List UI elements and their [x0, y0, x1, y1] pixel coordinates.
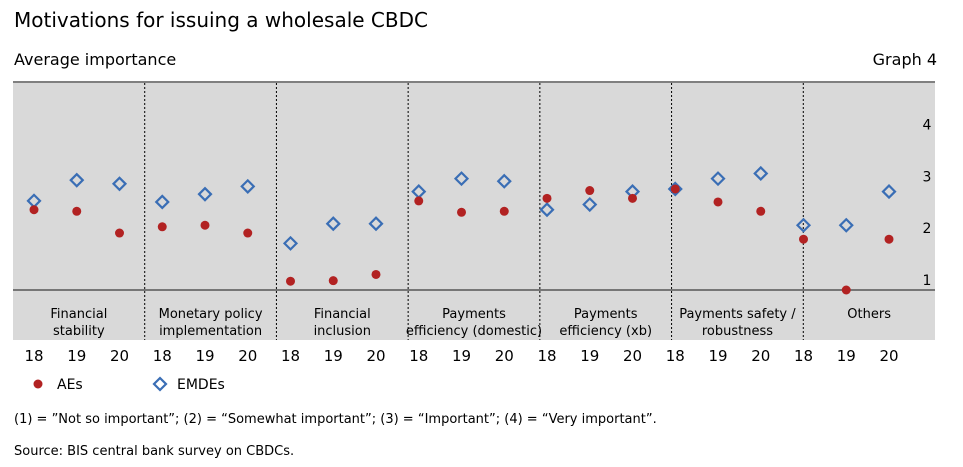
ae-point: [457, 207, 466, 217]
ae-point: [414, 196, 424, 206]
x-tick-label: 19: [195, 347, 214, 365]
ae-point: [243, 228, 253, 238]
ae-point: [884, 234, 894, 244]
category-label: inclusion: [314, 324, 371, 339]
emde-point: [496, 173, 512, 189]
ae-point: [371, 269, 381, 279]
ae-point: [200, 220, 210, 230]
ae-point: [542, 193, 552, 203]
scatter-chart: 1 2 3 4 Financial stability Monetary policy im…: [13, 81, 935, 393]
x-tick-label: 20: [110, 347, 129, 365]
emde-point: [453, 171, 470, 187]
x-tick-label: 18: [794, 347, 813, 365]
x-tick-label: 18: [24, 347, 43, 365]
category-label: Others: [847, 307, 891, 322]
emde-point: [795, 217, 812, 233]
x-tick-label: 19: [67, 347, 86, 365]
ae-point: [841, 285, 851, 295]
ae-point: [756, 206, 766, 216]
emde-point: [753, 165, 769, 182]
ae-point: [72, 206, 82, 216]
x-tick-label: 19: [324, 347, 343, 365]
legend-ae-marker: [33, 379, 43, 389]
category-label: Financial: [314, 307, 371, 322]
category-label: Payments: [574, 307, 638, 322]
x-tick-label: 18: [537, 347, 556, 365]
ae-point: [799, 234, 808, 244]
emde-point: [69, 172, 85, 188]
ae-point: [670, 184, 680, 194]
emde-point: [197, 186, 213, 202]
x-tick-labels: 18 19 20 18 19 20 18 19 20 18 19 20 18 19 20 18 19 20 18 19…: [24, 347, 898, 365]
category-label: stability: [53, 324, 105, 339]
footnote: (1) = ”Not so important”; (2) = “Somewha…: [14, 412, 657, 427]
y-tick-labels: 1 2 3 4: [923, 118, 932, 289]
emde-point: [111, 176, 128, 192]
ae-point: [628, 193, 637, 203]
plot-background: [13, 83, 935, 340]
ae-point: [499, 206, 509, 216]
category-label: efficiency (xb): [559, 324, 652, 339]
chart-subtitle: Average importance: [14, 50, 177, 69]
x-tick-label: 20: [879, 347, 898, 365]
y-tick-label: 3: [923, 169, 932, 185]
x-tick-label: 20: [366, 347, 385, 365]
category-label: Payments: [442, 307, 506, 322]
category-label: Payments safety /: [679, 307, 796, 322]
emde-point: [154, 194, 170, 210]
legend-emde-label: EMDEs: [177, 377, 225, 393]
legend-ae-label: AEs: [57, 377, 83, 393]
emde-point: [282, 235, 299, 251]
emde-point: [240, 178, 256, 194]
category-label: Financial: [50, 307, 107, 322]
emde-point: [582, 196, 598, 213]
emde-point: [325, 216, 341, 232]
emde-point: [838, 217, 854, 233]
x-tick-label: 18: [153, 347, 172, 365]
ae-point: [713, 197, 723, 207]
x-tick-label: 19: [452, 347, 471, 365]
emde-point: [710, 171, 726, 187]
x-tick-label: 18: [409, 347, 428, 365]
category-labels: Financial stability Monetary policy impleme…: [50, 307, 891, 339]
x-tick-label: 19: [580, 347, 599, 365]
category-label: Monetary policy: [159, 307, 263, 322]
x-tick-label: 20: [495, 347, 514, 365]
emde-point: [539, 202, 555, 218]
category-label: implementation: [159, 324, 262, 339]
ae-point: [328, 276, 338, 286]
ae-point: [286, 276, 295, 286]
y-tick-label: 2: [923, 221, 932, 237]
ae-point: [115, 228, 124, 238]
ae-point: [585, 186, 595, 196]
x-tick-label: 20: [238, 347, 257, 365]
x-tick-label: 20: [623, 347, 642, 365]
group-separators: [144, 83, 804, 340]
x-tick-label: 19: [837, 347, 856, 365]
legend: AEs EMDEs: [33, 376, 225, 393]
ae-point: [29, 205, 39, 215]
y-tick-label: 1: [923, 273, 932, 289]
x-tick-label: 20: [751, 347, 770, 365]
emde-point: [368, 216, 384, 232]
y-tick-label: 4: [923, 118, 932, 134]
ae-point: [157, 222, 167, 232]
x-tick-label: 18: [281, 347, 300, 365]
x-tick-label: 19: [708, 347, 727, 365]
data-points: [26, 165, 897, 295]
chart-title: Motivations for issuing a wholesale CBDC: [14, 8, 428, 32]
legend-emde-marker: [152, 376, 168, 392]
category-label: efficiency (domestic): [406, 324, 542, 339]
category-label: robustness: [702, 324, 773, 339]
graph-number: Graph 4: [872, 50, 937, 69]
x-tick-label: 18: [666, 347, 685, 365]
source-note: Source: BIS central bank survey on CBDCs…: [14, 444, 295, 459]
emde-point: [881, 184, 897, 200]
